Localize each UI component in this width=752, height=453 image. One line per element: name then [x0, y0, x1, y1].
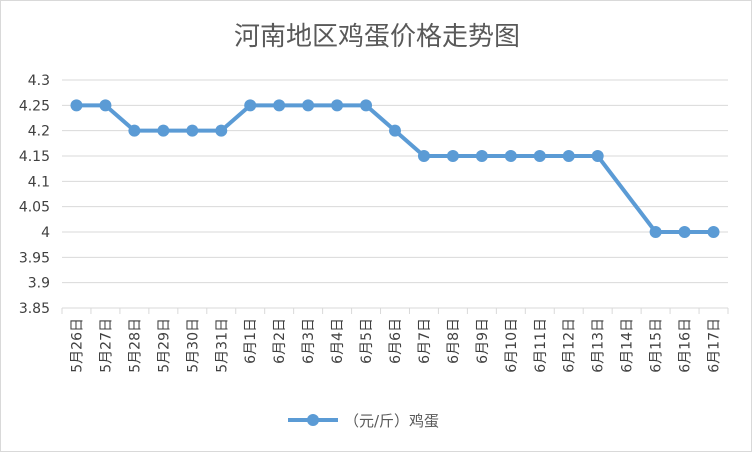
y-tick-label: 4.05 — [19, 200, 50, 216]
legend-marker — [307, 414, 319, 426]
x-tick-label: 6月17日 — [707, 318, 723, 373]
data-point — [215, 124, 228, 137]
y-tick-label: 4.1 — [28, 174, 50, 190]
x-tick-label: 6月6日 — [388, 318, 404, 364]
data-point — [70, 99, 83, 112]
legend: （元/斤）鸡蛋 — [288, 412, 439, 430]
data-point — [99, 99, 112, 112]
x-tick-label: 6月13日 — [591, 318, 607, 373]
x-tick-label: 6月11日 — [533, 318, 549, 373]
x-tick-label: 5月30日 — [185, 318, 201, 373]
x-tick-label: 5月28日 — [127, 318, 143, 373]
x-tick-label: 6月15日 — [649, 318, 665, 373]
x-tick-label: 6月12日 — [562, 318, 578, 373]
legend-label: （元/斤）鸡蛋 — [344, 412, 439, 430]
data-point — [562, 150, 575, 162]
data-point — [707, 226, 720, 238]
y-tick-label: 3.95 — [19, 250, 50, 266]
data-point — [302, 99, 315, 112]
x-tick-label: 5月27日 — [98, 318, 114, 373]
x-tick-label: 5月29日 — [156, 318, 172, 373]
x-tick-label: 6月5日 — [359, 318, 375, 364]
data-point — [533, 150, 546, 162]
data-point — [678, 226, 691, 238]
data-point — [157, 124, 170, 137]
data-point — [331, 99, 344, 112]
data-point — [475, 150, 488, 162]
series-layer — [70, 99, 720, 238]
data-point — [244, 99, 257, 112]
x-tick-label: 6月9日 — [475, 318, 491, 364]
data-point — [649, 226, 662, 238]
data-point — [417, 150, 430, 162]
x-tick-label: 6月10日 — [504, 318, 520, 373]
x-tick-label: 5月31日 — [214, 318, 230, 373]
series-line — [74, 103, 716, 234]
y-tick-label: 4.25 — [19, 98, 50, 114]
grid-layer — [62, 79, 728, 309]
y-tick-label: 4.15 — [19, 149, 50, 165]
y-tick-label: 3.9 — [28, 276, 50, 292]
data-point — [273, 99, 286, 112]
x-axis: 5月26日 5月27日 5月28日 5月29日 5月30日 5月31日 6月1日 6月2日 6月… — [61, 308, 729, 373]
y-tick-label: 4.2 — [28, 124, 50, 140]
data-point — [389, 124, 401, 137]
x-tick-label: 6月7日 — [417, 318, 433, 364]
data-point — [446, 150, 459, 162]
y-tick-label: 4.3 — [28, 73, 50, 89]
data-point — [591, 150, 604, 162]
x-tick-label: 6月3日 — [301, 318, 317, 364]
x-tick-label: 6月16日 — [678, 318, 694, 373]
data-point — [504, 150, 517, 162]
data-point — [360, 99, 373, 112]
x-tick-label: 6月2日 — [272, 318, 288, 364]
data-point — [186, 124, 199, 137]
x-tick-label: 5月26日 — [69, 318, 85, 373]
data-point — [128, 124, 141, 137]
x-tick-label: 6月4日 — [330, 318, 346, 364]
chart-title: 河南地区鸡蛋价格走势图 — [234, 22, 520, 52]
x-tick-label: 6月14日 — [620, 318, 636, 373]
x-tick-label: 6月1日 — [243, 318, 259, 364]
y-tick-label: 3.85 — [19, 301, 50, 317]
y-axis: 3.85 3.9 3.95 4 4.05 4.1 4.15 4.2 4.25 4.3 — [19, 73, 50, 317]
x-tick-label: 6月8日 — [446, 318, 462, 364]
y-tick-label: 4 — [41, 225, 50, 241]
